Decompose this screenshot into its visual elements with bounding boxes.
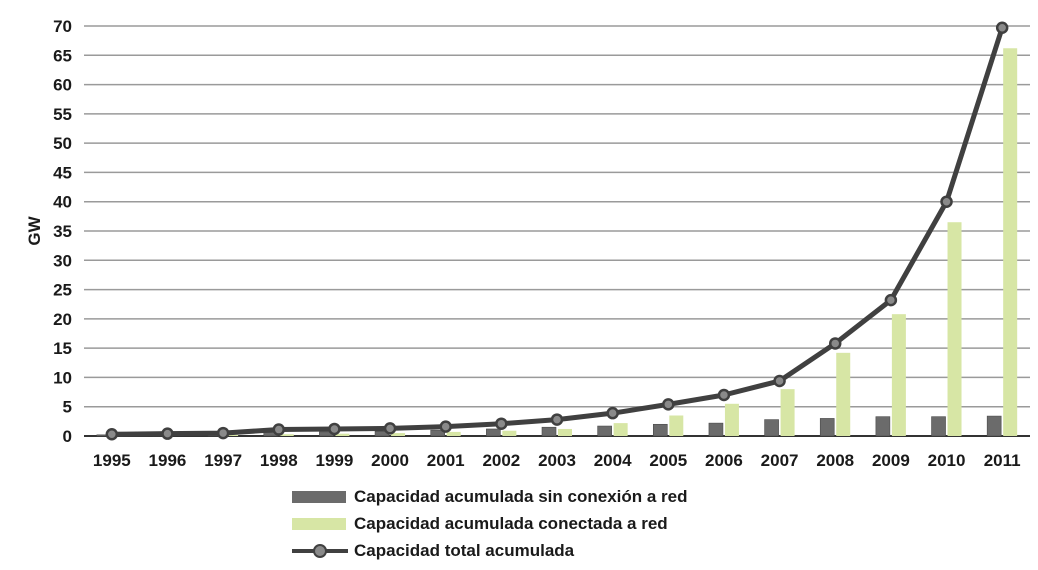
x-tick-label: 2009 — [872, 451, 910, 470]
bar-off-grid — [819, 418, 835, 437]
bar-grid-connected — [391, 433, 406, 436]
x-tick-label: 1997 — [204, 451, 242, 470]
y-tick-label: 50 — [53, 134, 72, 153]
bar-off-grid — [430, 429, 446, 437]
bar-off-grid — [931, 416, 946, 437]
legend-swatch-grid-connected — [292, 517, 346, 530]
y-tick-label: 55 — [53, 105, 72, 124]
bar-grid-connected — [669, 415, 684, 436]
bar-grid-connected — [224, 434, 239, 436]
bar-grid-connected — [1003, 48, 1018, 436]
x-tick-label: 2010 — [928, 451, 966, 470]
bar-off-grid — [597, 425, 612, 437]
point-total — [550, 413, 564, 426]
legend-item-grid-connected: Capacidad acumulada conectada a red — [292, 510, 688, 537]
point-total — [216, 426, 230, 440]
point-total — [606, 406, 619, 420]
legend-label-grid-connected: Capacidad acumulada conectada a red — [354, 513, 668, 533]
y-axis-title: GW — [25, 215, 44, 245]
legend-label-total: Capacidad total acumulada — [354, 540, 575, 560]
point-total — [328, 422, 341, 436]
chart-legend: Capacidad acumulada sin conexión a red C… — [292, 483, 688, 564]
point-total — [161, 427, 174, 440]
legend-swatch-total — [292, 543, 348, 558]
bar-off-grid — [875, 416, 891, 437]
y-tick-label: 15 — [53, 339, 72, 358]
x-tick-label: 2007 — [761, 451, 799, 470]
point-total — [495, 417, 508, 430]
x-tick-label: 2001 — [427, 451, 465, 470]
x-tick-label: 2000 — [371, 451, 409, 470]
x-tick-label: 2006 — [705, 451, 743, 470]
point-total — [773, 374, 786, 388]
point-total — [105, 427, 119, 441]
point-total — [995, 21, 1009, 35]
y-tick-label: 40 — [53, 193, 72, 212]
y-tick-label: 5 — [63, 398, 72, 417]
y-tick-label: 20 — [53, 310, 72, 329]
y-tick-label: 10 — [53, 368, 72, 387]
point-total — [940, 195, 953, 208]
bar-off-grid — [652, 423, 668, 437]
bar-off-grid — [708, 422, 724, 437]
y-tick-label: 70 — [53, 17, 72, 36]
x-tick-label: 2004 — [594, 451, 632, 470]
bar-off-grid — [541, 426, 557, 437]
bar-grid-connected — [891, 314, 906, 436]
point-total — [383, 422, 397, 435]
legend-label-off-grid: Capacidad acumulada sin conexión a red — [354, 486, 688, 506]
bar-grid-connected — [558, 428, 572, 436]
x-tick-label: 1998 — [260, 451, 298, 470]
y-tick-label: 30 — [53, 251, 72, 270]
y-tick-label: 25 — [53, 281, 72, 300]
y-tick-label: 35 — [53, 222, 72, 241]
bar-grid-connected — [780, 389, 795, 436]
bar-grid-connected — [836, 352, 851, 436]
legend-swatch-off-grid — [292, 490, 346, 503]
x-tick-label: 2008 — [816, 451, 854, 470]
chart-plot: 0 5 10 15 20 25 30 35 40 45 50 55 60 65 70 GW 1995 1996 19… — [25, 17, 1030, 470]
point-total — [717, 388, 731, 402]
legend-item-off-grid: Capacidad acumulada sin conexión a red — [292, 483, 688, 510]
bar-off-grid — [986, 415, 1002, 437]
bar-grid-connected — [502, 430, 517, 436]
x-tick-label: 2005 — [649, 451, 687, 470]
x-tick-label: 1999 — [315, 451, 353, 470]
bar-grid-connected — [335, 433, 350, 436]
bar-grid-connected — [279, 434, 294, 436]
legend-item-total: Capacidad total acumulada — [292, 537, 688, 564]
bar-off-grid — [764, 419, 779, 437]
y-tick-label: 60 — [53, 76, 72, 95]
x-tick-label: 1995 — [93, 451, 131, 470]
point-total — [828, 337, 842, 350]
point-total — [272, 423, 286, 436]
x-tick-label: 2003 — [538, 451, 576, 470]
y-tick-label: 65 — [53, 46, 72, 65]
x-tick-label: 1996 — [149, 451, 187, 470]
x-tick-label: 2011 — [984, 451, 1021, 470]
y-tick-label: 45 — [53, 163, 72, 182]
point-total — [662, 398, 675, 411]
bar-grid-connected — [613, 423, 628, 436]
x-tick-label: 2002 — [482, 451, 520, 470]
point-total — [439, 420, 452, 433]
y-tick-label: 0 — [63, 427, 72, 446]
bar-grid-connected — [446, 431, 461, 436]
bar-grid-connected — [724, 403, 739, 436]
bar-off-grid — [486, 428, 501, 437]
point-total — [884, 293, 898, 307]
bar-grid-connected — [947, 222, 962, 436]
